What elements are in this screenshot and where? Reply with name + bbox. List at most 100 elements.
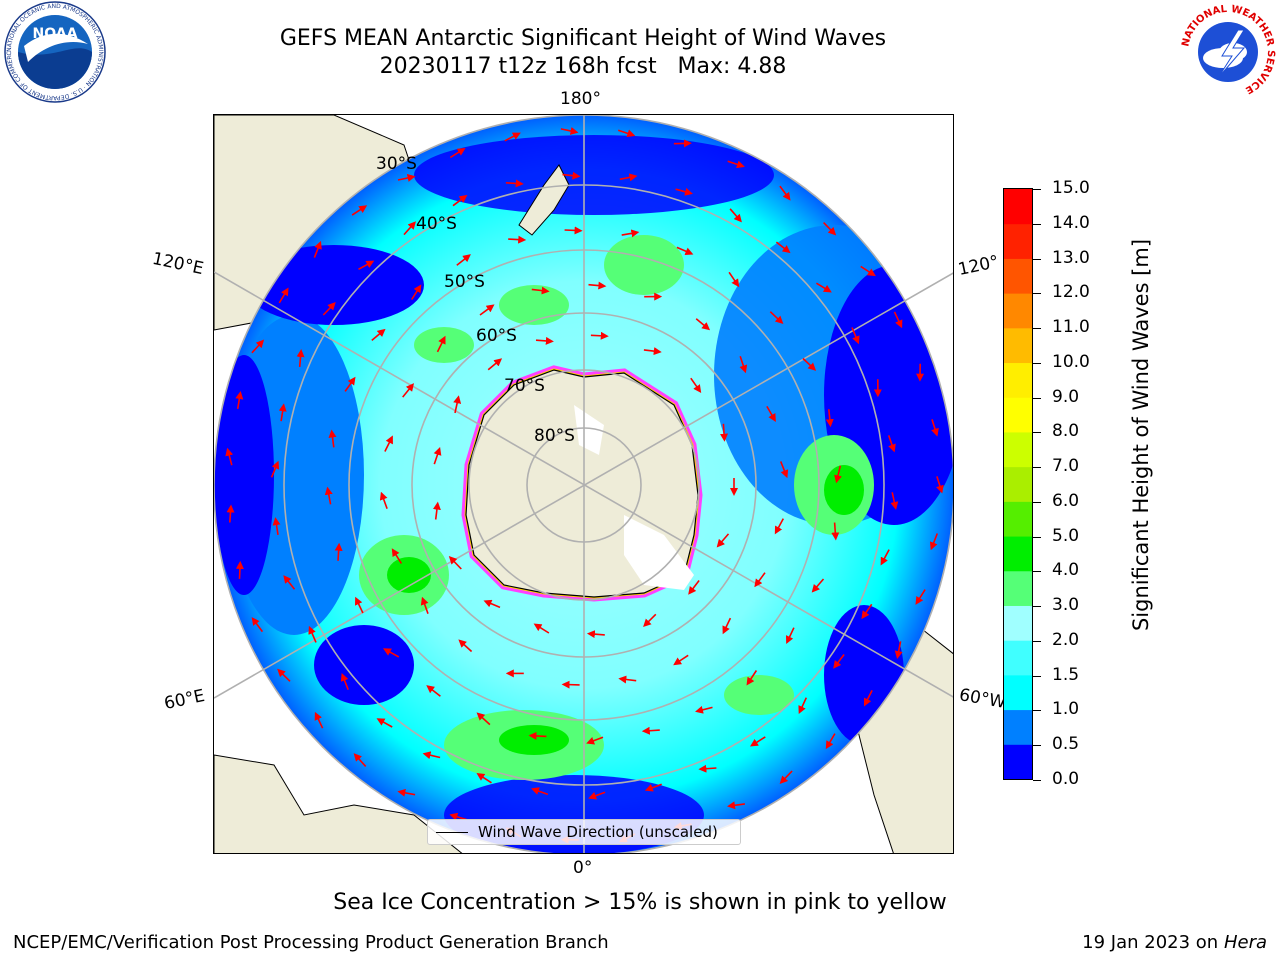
colorbar-tick bbox=[1033, 258, 1041, 260]
wave-direction-arrow bbox=[774, 518, 785, 535]
wave-direction-arrow bbox=[476, 712, 491, 726]
wave-direction-arrow bbox=[586, 630, 605, 639]
wave-direction-arrow bbox=[929, 533, 939, 551]
wave-direction-arrow bbox=[936, 476, 944, 494]
wave-direction-arrow bbox=[673, 654, 689, 666]
colorbar-tick bbox=[1033, 640, 1041, 642]
wave-direction-arrow bbox=[402, 383, 415, 398]
wave-direction-arrow bbox=[382, 648, 400, 658]
colorbar-tick-label: 7.0 bbox=[1052, 456, 1080, 477]
colorbar-tick-label: 1.0 bbox=[1052, 699, 1080, 720]
wave-direction-arrow bbox=[355, 596, 364, 614]
colorbar-tick-label: 0.0 bbox=[1052, 769, 1080, 789]
wave-direction-arrow bbox=[729, 208, 742, 223]
colorbar-segment bbox=[1004, 466, 1032, 502]
colorbar-tick bbox=[1033, 606, 1041, 608]
lon-label-60e: 60°E bbox=[162, 685, 207, 715]
date-prefix: 19 Jan 2023 on bbox=[1082, 932, 1224, 953]
colorbar-segment bbox=[1004, 362, 1032, 398]
wave-direction-arrow bbox=[340, 672, 349, 690]
colorbar-tick-label: 2.0 bbox=[1052, 629, 1080, 650]
wave-direction-arrow bbox=[278, 287, 289, 304]
wave-direction-arrow bbox=[727, 160, 745, 169]
wave-direction-arrow bbox=[769, 311, 784, 325]
wave-direction-arrow bbox=[344, 376, 356, 392]
colorbar-tick bbox=[1033, 328, 1041, 330]
wave-direction-arrow bbox=[825, 409, 834, 428]
wave-direction-arrow bbox=[397, 788, 416, 797]
wave-direction-arrow bbox=[643, 613, 657, 628]
wave-direction-arrow bbox=[695, 318, 711, 331]
wave-direction-arrow bbox=[508, 235, 527, 244]
colorbar-tick bbox=[1033, 536, 1041, 538]
wave-direction-arrow bbox=[915, 589, 926, 605]
graticule bbox=[214, 115, 953, 853]
map-legend: Wind Wave Direction (unscaled) bbox=[427, 819, 741, 845]
colorbar bbox=[1003, 188, 1033, 780]
colorbar-tick-label: 6.0 bbox=[1052, 490, 1080, 511]
wave-direction-arrow bbox=[528, 731, 547, 740]
colorbar-tick-label: 10.0 bbox=[1052, 351, 1090, 372]
colorbar-segment bbox=[1004, 189, 1032, 225]
colorbar-segment bbox=[1004, 293, 1032, 329]
wave-direction-arrow bbox=[504, 132, 521, 142]
wave-direction-arrow bbox=[754, 572, 766, 588]
wave-direction-arrow bbox=[931, 419, 939, 437]
colorbar-tick bbox=[1033, 432, 1041, 434]
colorbar-segment bbox=[1004, 327, 1032, 364]
wave-direction-arrow bbox=[890, 492, 899, 510]
wave-direction-arrow bbox=[487, 358, 503, 371]
wave-direction-arrow bbox=[235, 560, 244, 579]
wave-direction-arrow bbox=[590, 331, 609, 340]
colorbar-tick bbox=[1033, 745, 1041, 747]
wave-direction-arrow bbox=[728, 271, 740, 288]
wave-direction-arrow bbox=[531, 787, 549, 796]
wave-direction-arrow bbox=[328, 429, 337, 448]
wave-direction-arrow bbox=[270, 460, 280, 478]
legend-label: Wind Wave Direction (unscaled) bbox=[478, 823, 718, 841]
machine-name: Hera bbox=[1223, 932, 1267, 953]
wave-direction-arrow bbox=[643, 347, 662, 356]
wave-direction-arrow bbox=[351, 205, 368, 216]
wave-direction-arrow bbox=[802, 357, 817, 371]
colorbar-tick-label: 14.0 bbox=[1052, 212, 1090, 233]
colorbar-tick-label: 13.0 bbox=[1052, 247, 1090, 268]
ice-shelf-weddell bbox=[624, 515, 694, 590]
colorbar-tick-label: 3.0 bbox=[1052, 595, 1080, 616]
wave-direction-arrow bbox=[453, 395, 462, 414]
wave-direction-arrow bbox=[690, 377, 702, 393]
colorbar-tick bbox=[1033, 501, 1041, 503]
colorbar-tick bbox=[1033, 293, 1041, 295]
wave-direction-arrow bbox=[235, 391, 244, 410]
colorbar-segment bbox=[1004, 709, 1032, 745]
colorbar-segment bbox=[1004, 674, 1032, 711]
wave-direction-arrow bbox=[815, 282, 832, 293]
wave-direction-arrow bbox=[456, 254, 471, 266]
wave-direction-arrow bbox=[588, 281, 607, 290]
wave-direction-arrow bbox=[479, 304, 495, 316]
colorbar-tick bbox=[1033, 223, 1041, 225]
wave-direction-arrow bbox=[861, 603, 873, 620]
wave-direction-arrow bbox=[698, 764, 717, 773]
wave-direction-arrow bbox=[226, 504, 235, 523]
lat-label-60s: 60°S bbox=[476, 326, 517, 346]
wave-direction-arrow bbox=[251, 339, 265, 354]
wave-direction-arrow bbox=[403, 221, 416, 236]
wave-direction-arrow bbox=[251, 617, 264, 633]
wave-direction-arrow bbox=[851, 327, 860, 345]
wave-direction-arrow bbox=[353, 753, 367, 767]
wave-direction-arrow bbox=[688, 580, 700, 595]
wave-direction-arrow bbox=[225, 447, 234, 466]
lon-label-180: 180° bbox=[560, 89, 601, 109]
wave-direction-arrow bbox=[324, 486, 333, 505]
wave-direction-arrow bbox=[562, 171, 581, 180]
wave-direction-arrow bbox=[458, 639, 473, 653]
colorbar-tick bbox=[1033, 467, 1041, 469]
wave-direction-arrow bbox=[476, 773, 492, 784]
wave-direction-arrow bbox=[531, 286, 550, 295]
colorbar-tick bbox=[1033, 675, 1041, 677]
wave-direction-arrow bbox=[644, 783, 662, 792]
wave-direction-arrow bbox=[436, 335, 446, 353]
noaa-logo: NATIONAL OCEANIC AND ATMOSPHERIC ADMINIS… bbox=[2, 0, 106, 108]
wave-direction-arrow bbox=[397, 174, 416, 182]
